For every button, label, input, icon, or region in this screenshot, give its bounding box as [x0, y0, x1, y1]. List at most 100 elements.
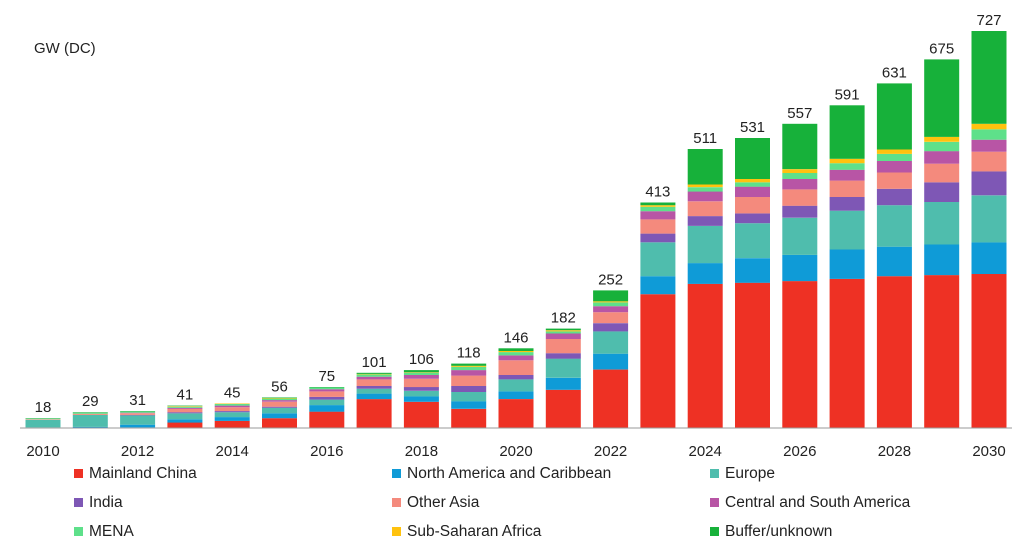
bar-segment	[924, 244, 960, 276]
bar-segment	[829, 163, 865, 170]
bar-segment	[120, 424, 156, 428]
bar-segment	[971, 139, 1007, 152]
bar-segment	[735, 138, 770, 179]
legend-swatch	[74, 498, 83, 507]
bar-segment	[356, 372, 392, 374]
legend-label: North America and Caribbean	[407, 465, 611, 482]
bar-segment	[72, 413, 108, 415]
bar-segment	[309, 387, 345, 388]
bar-segment	[545, 358, 581, 378]
bar-segment	[829, 180, 865, 197]
bar-segment	[167, 408, 203, 413]
legend-item: Other Asia	[392, 494, 480, 511]
bar-segment	[72, 412, 108, 414]
x-tick-label: 2022	[594, 443, 627, 460]
bar-segment	[640, 294, 676, 428]
bar-segment	[593, 369, 629, 428]
bar-segment	[214, 417, 250, 421]
bar-segment	[971, 151, 1007, 172]
legend-item: MENA	[74, 523, 134, 540]
bar-segment	[876, 205, 912, 247]
bar-segment	[262, 397, 297, 398]
bar-segment	[876, 161, 912, 173]
bar-segment	[593, 302, 629, 307]
x-tick-label: 2012	[121, 443, 154, 460]
bar-total-label: 557	[787, 105, 812, 122]
bar-segment	[735, 197, 770, 214]
bar-segment	[545, 331, 581, 334]
bar-segment	[498, 351, 534, 353]
bar-segment	[735, 179, 770, 183]
bar-segment	[403, 372, 439, 375]
bar-segment	[829, 278, 865, 428]
bar-segment	[451, 408, 487, 428]
legend-label: Other Asia	[407, 494, 480, 511]
bar-segment	[356, 388, 392, 394]
bar-segment	[356, 393, 392, 400]
bar-segment	[545, 339, 581, 354]
bar-segment	[356, 373, 392, 375]
bar-segment	[782, 169, 818, 173]
bar-segment	[309, 405, 345, 412]
bar-total-label: 146	[503, 329, 528, 346]
bar-segment	[687, 191, 723, 202]
bar-segment	[262, 406, 297, 408]
bar-segment	[167, 422, 203, 428]
bar-segment	[782, 179, 818, 190]
bar-segment	[167, 405, 203, 407]
legend-swatch	[710, 498, 719, 507]
x-tick-label: 2030	[972, 443, 1005, 460]
bar-segment	[593, 323, 629, 332]
legend-swatch	[74, 469, 83, 478]
legend: Mainland China North America and Caribbea…	[74, 465, 911, 540]
bar-segment	[451, 401, 487, 409]
bar-segment	[356, 374, 392, 377]
bar-segment	[498, 352, 534, 356]
bar-segment	[924, 201, 960, 245]
bar-segment	[971, 195, 1007, 243]
bar-segment	[924, 182, 960, 202]
bar-segment	[498, 375, 534, 380]
bar-segment	[829, 169, 865, 181]
bar-segment	[25, 419, 61, 428]
bar-segment	[214, 412, 250, 418]
bar-segment	[356, 379, 392, 386]
bar-segment	[262, 398, 297, 399]
bar-segment	[120, 413, 156, 415]
bar-segment	[451, 375, 487, 386]
bar-segment	[640, 276, 676, 295]
bar-segment	[876, 83, 912, 150]
bar-total-label: 75	[318, 368, 335, 385]
bar-segment	[924, 59, 960, 137]
bar-segment	[214, 404, 250, 406]
bar-segment	[782, 281, 818, 428]
bar-segment	[167, 412, 203, 414]
bar-segment	[451, 392, 487, 402]
bar-segment	[167, 413, 203, 420]
bar-segment	[829, 197, 865, 211]
bar-segment	[924, 136, 960, 142]
bar-segment	[593, 331, 629, 354]
bar-segment	[262, 418, 297, 428]
bar-segment	[782, 205, 818, 218]
bar-segment	[262, 401, 297, 407]
legend-swatch	[74, 527, 83, 536]
bar-segment	[545, 389, 581, 428]
total-labels-group: 18 29 31 41 45 56 75 101 106 118 146 182 252 413 511 53…	[35, 12, 1002, 416]
bar-segment	[120, 414, 156, 416]
bar-segment	[545, 333, 581, 339]
bar-segment	[593, 301, 629, 303]
bar-segment	[735, 182, 770, 187]
bar-segment	[356, 376, 392, 380]
bar-segment	[498, 379, 534, 392]
bar-segment	[593, 312, 629, 324]
bar-segment	[593, 306, 629, 313]
legend-label: Buffer/unknown	[725, 523, 832, 540]
bar-segment	[403, 387, 439, 391]
bar-segment	[309, 396, 345, 400]
bar-total-label: 31	[129, 392, 146, 409]
bar-segment	[25, 419, 61, 420]
bar-total-label: 18	[35, 399, 52, 416]
bar-segment	[214, 411, 250, 413]
